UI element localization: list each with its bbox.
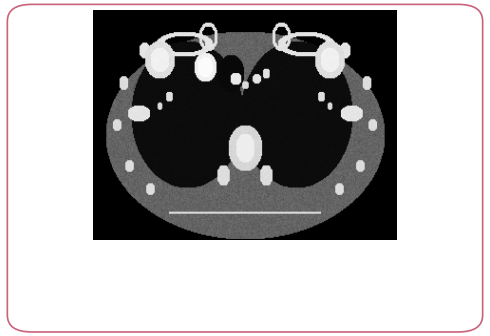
FancyBboxPatch shape: [7, 4, 483, 332]
Text: Figure 2: Figure 2: [24, 262, 93, 277]
Text: : CT axial slice of left paratracheal deposit causing
tracheal deviation in Janu: : CT axial slice of left paratracheal de…: [94, 262, 466, 294]
